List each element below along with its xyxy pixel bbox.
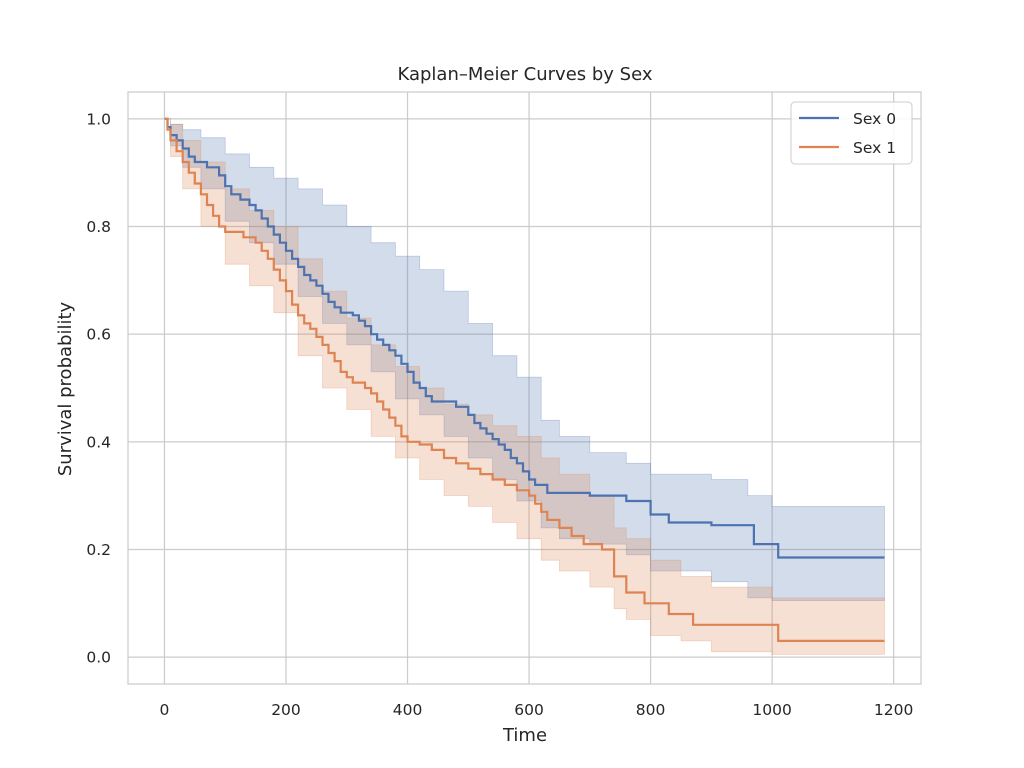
- x-tick-label: 1200: [874, 701, 913, 719]
- y-tick-label: 0.6: [86, 326, 111, 344]
- legend-label-sex-0: Sex 0: [853, 110, 896, 128]
- km-line-sex-1: [164, 117, 885, 643]
- x-tick-label: 600: [514, 701, 544, 719]
- y-tick-label: 0.2: [86, 541, 111, 559]
- y-tick-labels: 0.0 0.2 0.4 0.6 0.8 1.0: [86, 110, 111, 666]
- chart-title: Kaplan–Meier Curves by Sex: [397, 64, 652, 85]
- x-tick-label: 800: [636, 701, 666, 719]
- y-tick-label: 0.0: [86, 649, 111, 667]
- x-tick-label: 0: [160, 701, 170, 719]
- y-tick-label: 0.4: [86, 433, 111, 451]
- y-axis-title: Survival probability: [55, 301, 76, 476]
- x-tick-label: 400: [393, 701, 423, 719]
- x-tick-label: 1000: [752, 701, 791, 719]
- x-tick-label: 200: [271, 701, 301, 719]
- legend: Sex 0 Sex 1: [790, 101, 913, 165]
- ci-band-sex-1: [164, 118, 885, 655]
- km-line-sex-0: [164, 117, 885, 559]
- survival-curves: [164, 117, 885, 643]
- y-tick-label: 0.8: [86, 218, 111, 236]
- plot-area: [127, 91, 922, 685]
- plot-frame: [127, 91, 922, 685]
- confidence-bands: [164, 118, 885, 655]
- x-axis-title: Time: [502, 725, 547, 746]
- grid-lines: [128, 92, 921, 684]
- x-tick-labels: 0 200 400 600 800 1000 1200: [160, 701, 914, 719]
- legend-label-sex-1: Sex 1: [853, 139, 896, 157]
- ci-band-sex-0: [164, 118, 885, 601]
- y-tick-label: 1.0: [86, 110, 111, 128]
